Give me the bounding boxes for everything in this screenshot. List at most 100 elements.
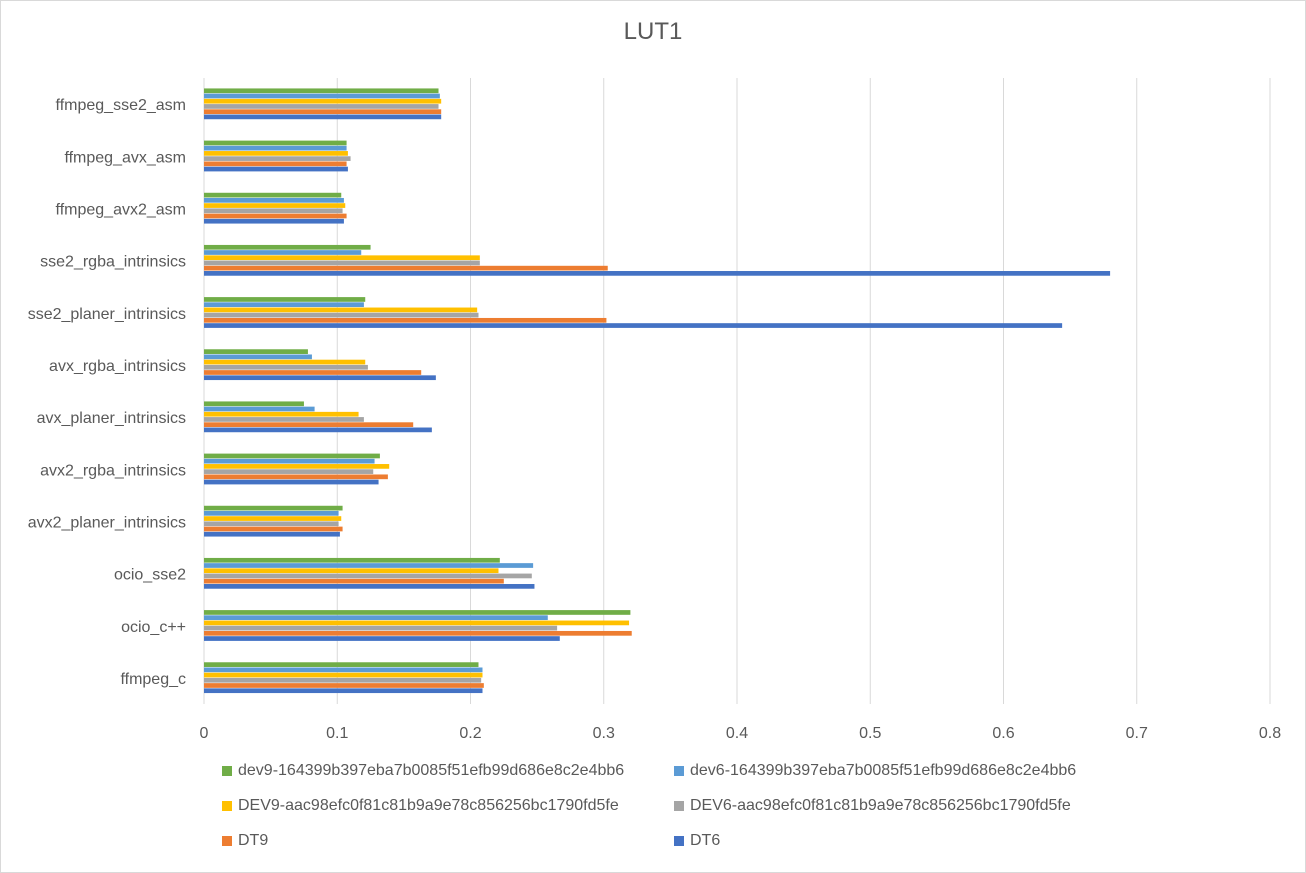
bar — [204, 302, 364, 308]
bar — [204, 208, 343, 214]
bar — [204, 145, 347, 151]
bar — [204, 260, 480, 266]
bar — [204, 192, 342, 198]
bar — [204, 526, 343, 532]
category-label: ocio_sse2 — [114, 567, 186, 584]
bar — [204, 516, 342, 521]
legend-label: dev6-164399b397eba7b0085f51efb99d686e8c2… — [690, 762, 1077, 779]
bar — [204, 505, 343, 511]
bar — [204, 584, 535, 589]
bar — [204, 573, 532, 579]
bar — [204, 88, 439, 94]
bar — [204, 688, 483, 694]
category-label: avx_planer_intrinsics — [37, 410, 186, 427]
bar — [204, 297, 366, 302]
bar — [204, 557, 500, 563]
bar — [204, 255, 480, 261]
bar — [204, 458, 375, 464]
bar — [204, 98, 442, 104]
x-tick-label: 0.6 — [992, 725, 1014, 742]
legend-label: DEV9-aac98efc0f81c81b9a9e78c856256bc1790… — [238, 797, 619, 814]
bar — [204, 464, 390, 469]
bar — [204, 104, 439, 109]
bar — [204, 349, 308, 354]
bar — [204, 667, 483, 673]
bar — [204, 271, 1111, 276]
x-tick-label: 0 — [200, 725, 209, 742]
bar — [204, 312, 479, 318]
bar — [204, 563, 534, 568]
bar — [204, 417, 364, 422]
bar — [204, 265, 608, 271]
bar — [204, 625, 558, 631]
bar — [204, 364, 368, 370]
legend-item: DEV6-aac98efc0f81c81b9a9e78c856256bc1790… — [674, 797, 1071, 815]
bar — [204, 422, 414, 428]
chart-title: LUT1 — [623, 18, 683, 45]
bar — [204, 375, 436, 381]
bar — [204, 683, 484, 688]
bar — [204, 427, 432, 433]
bar — [204, 161, 347, 167]
bar — [204, 218, 344, 224]
bar — [204, 359, 366, 365]
bar — [204, 521, 339, 527]
bar — [204, 317, 607, 323]
bar — [204, 213, 347, 219]
bar — [204, 620, 630, 626]
legend-swatch — [222, 836, 232, 846]
x-tick-label: 0.4 — [726, 725, 748, 742]
category-label: sse2_planer_intrinsics — [28, 306, 186, 323]
bar — [204, 662, 479, 667]
bar — [204, 615, 548, 621]
x-tick-label: 0.5 — [859, 725, 881, 742]
category-label: ffmpeg_sse2_asm — [56, 97, 186, 114]
legend-item: DEV9-aac98efc0f81c81b9a9e78c856256bc1790… — [222, 797, 619, 815]
category-label: sse2_rgba_intrinsics — [40, 254, 186, 271]
category-label: ffmpeg_c — [120, 671, 186, 688]
bar — [204, 354, 312, 360]
x-tick-label: 0.8 — [1259, 725, 1281, 742]
category-label: avx_rgba_intrinsics — [49, 358, 186, 375]
legend-item: DT6 — [674, 832, 720, 850]
category-label: avx2_rgba_intrinsics — [40, 462, 186, 479]
bar — [204, 479, 379, 485]
bar — [204, 151, 348, 156]
bar — [204, 406, 315, 412]
bar — [204, 578, 504, 584]
bar — [204, 203, 346, 208]
category-label: ffmpeg_avx2_asm — [56, 201, 186, 218]
bar — [204, 244, 371, 250]
x-tick-label: 0.3 — [593, 725, 615, 742]
bar — [204, 531, 340, 537]
legend-label: DEV6-aac98efc0f81c81b9a9e78c856256bc1790… — [690, 797, 1071, 814]
legend-label: dev9-164399b397eba7b0085f51efb99d686e8c2… — [238, 762, 625, 779]
legend-label: DT6 — [690, 832, 721, 849]
bar — [204, 166, 348, 172]
bar — [204, 568, 499, 574]
category-label: avx2_planer_intrinsics — [28, 514, 186, 531]
bar — [204, 630, 632, 636]
bar — [204, 453, 380, 459]
bar — [204, 474, 388, 480]
bar — [204, 250, 362, 255]
bar — [204, 610, 631, 615]
bar — [204, 140, 347, 146]
legend-swatch — [222, 766, 232, 776]
bar — [204, 636, 560, 641]
bar — [204, 93, 440, 99]
bar — [204, 109, 442, 115]
category-label: ocio_c++ — [121, 619, 186, 636]
bar — [204, 197, 344, 203]
bar — [204, 323, 1063, 328]
bar — [204, 114, 442, 120]
legend-swatch — [674, 766, 684, 776]
bar — [204, 411, 359, 417]
bar — [204, 401, 304, 407]
bar — [204, 469, 374, 474]
bar — [204, 672, 483, 678]
legend-item: dev9-164399b397eba7b0085f51efb99d686e8c2… — [222, 762, 624, 780]
category-label: ffmpeg_avx_asm — [64, 149, 186, 166]
bar — [204, 307, 478, 313]
